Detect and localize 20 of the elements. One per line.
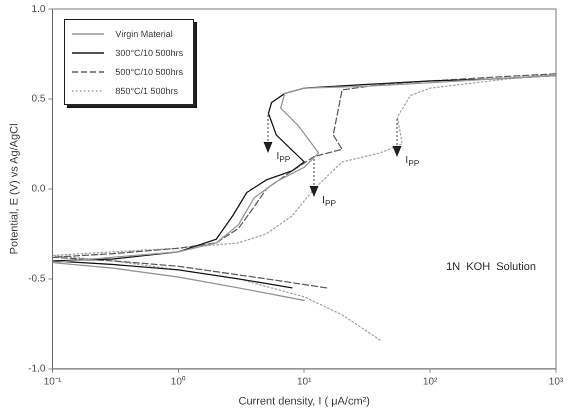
- y-tick-label: -0.5: [28, 274, 46, 285]
- legend-label: 300°C/10 500hrs: [115, 48, 184, 58]
- annotation: I$_{PP}$: [276, 151, 290, 164]
- legend-label: 850°C/1 500hrs: [115, 86, 178, 96]
- y-tick-label: 0.5: [32, 94, 46, 105]
- y-tick-label: -1.0: [28, 364, 46, 375]
- x-tick-label: 10⁻¹: [44, 376, 62, 388]
- y-axis-title: Potential, E (V) vs Ag/AgCl: [8, 123, 21, 254]
- x-tick-label: 10²: [422, 376, 438, 388]
- y-tick-label: 0.0: [32, 184, 46, 195]
- x-tick-label: 10¹: [296, 376, 312, 388]
- annotation: 1N KOH Solution: [446, 260, 536, 273]
- y-tick-label: 1.0: [32, 4, 46, 15]
- x-tick-label: 10³: [548, 376, 564, 388]
- legend-label: 500°C/10 500hrs: [115, 66, 184, 76]
- annotation: I$_{PP}$: [405, 154, 420, 168]
- x-tick-label: 10⁰: [170, 376, 186, 388]
- legend-label: Virgin Material: [115, 28, 173, 38]
- annotation: I$_{PP}$: [322, 194, 336, 208]
- x-axis-title: Current density, I ( μA/cm²): [238, 395, 370, 408]
